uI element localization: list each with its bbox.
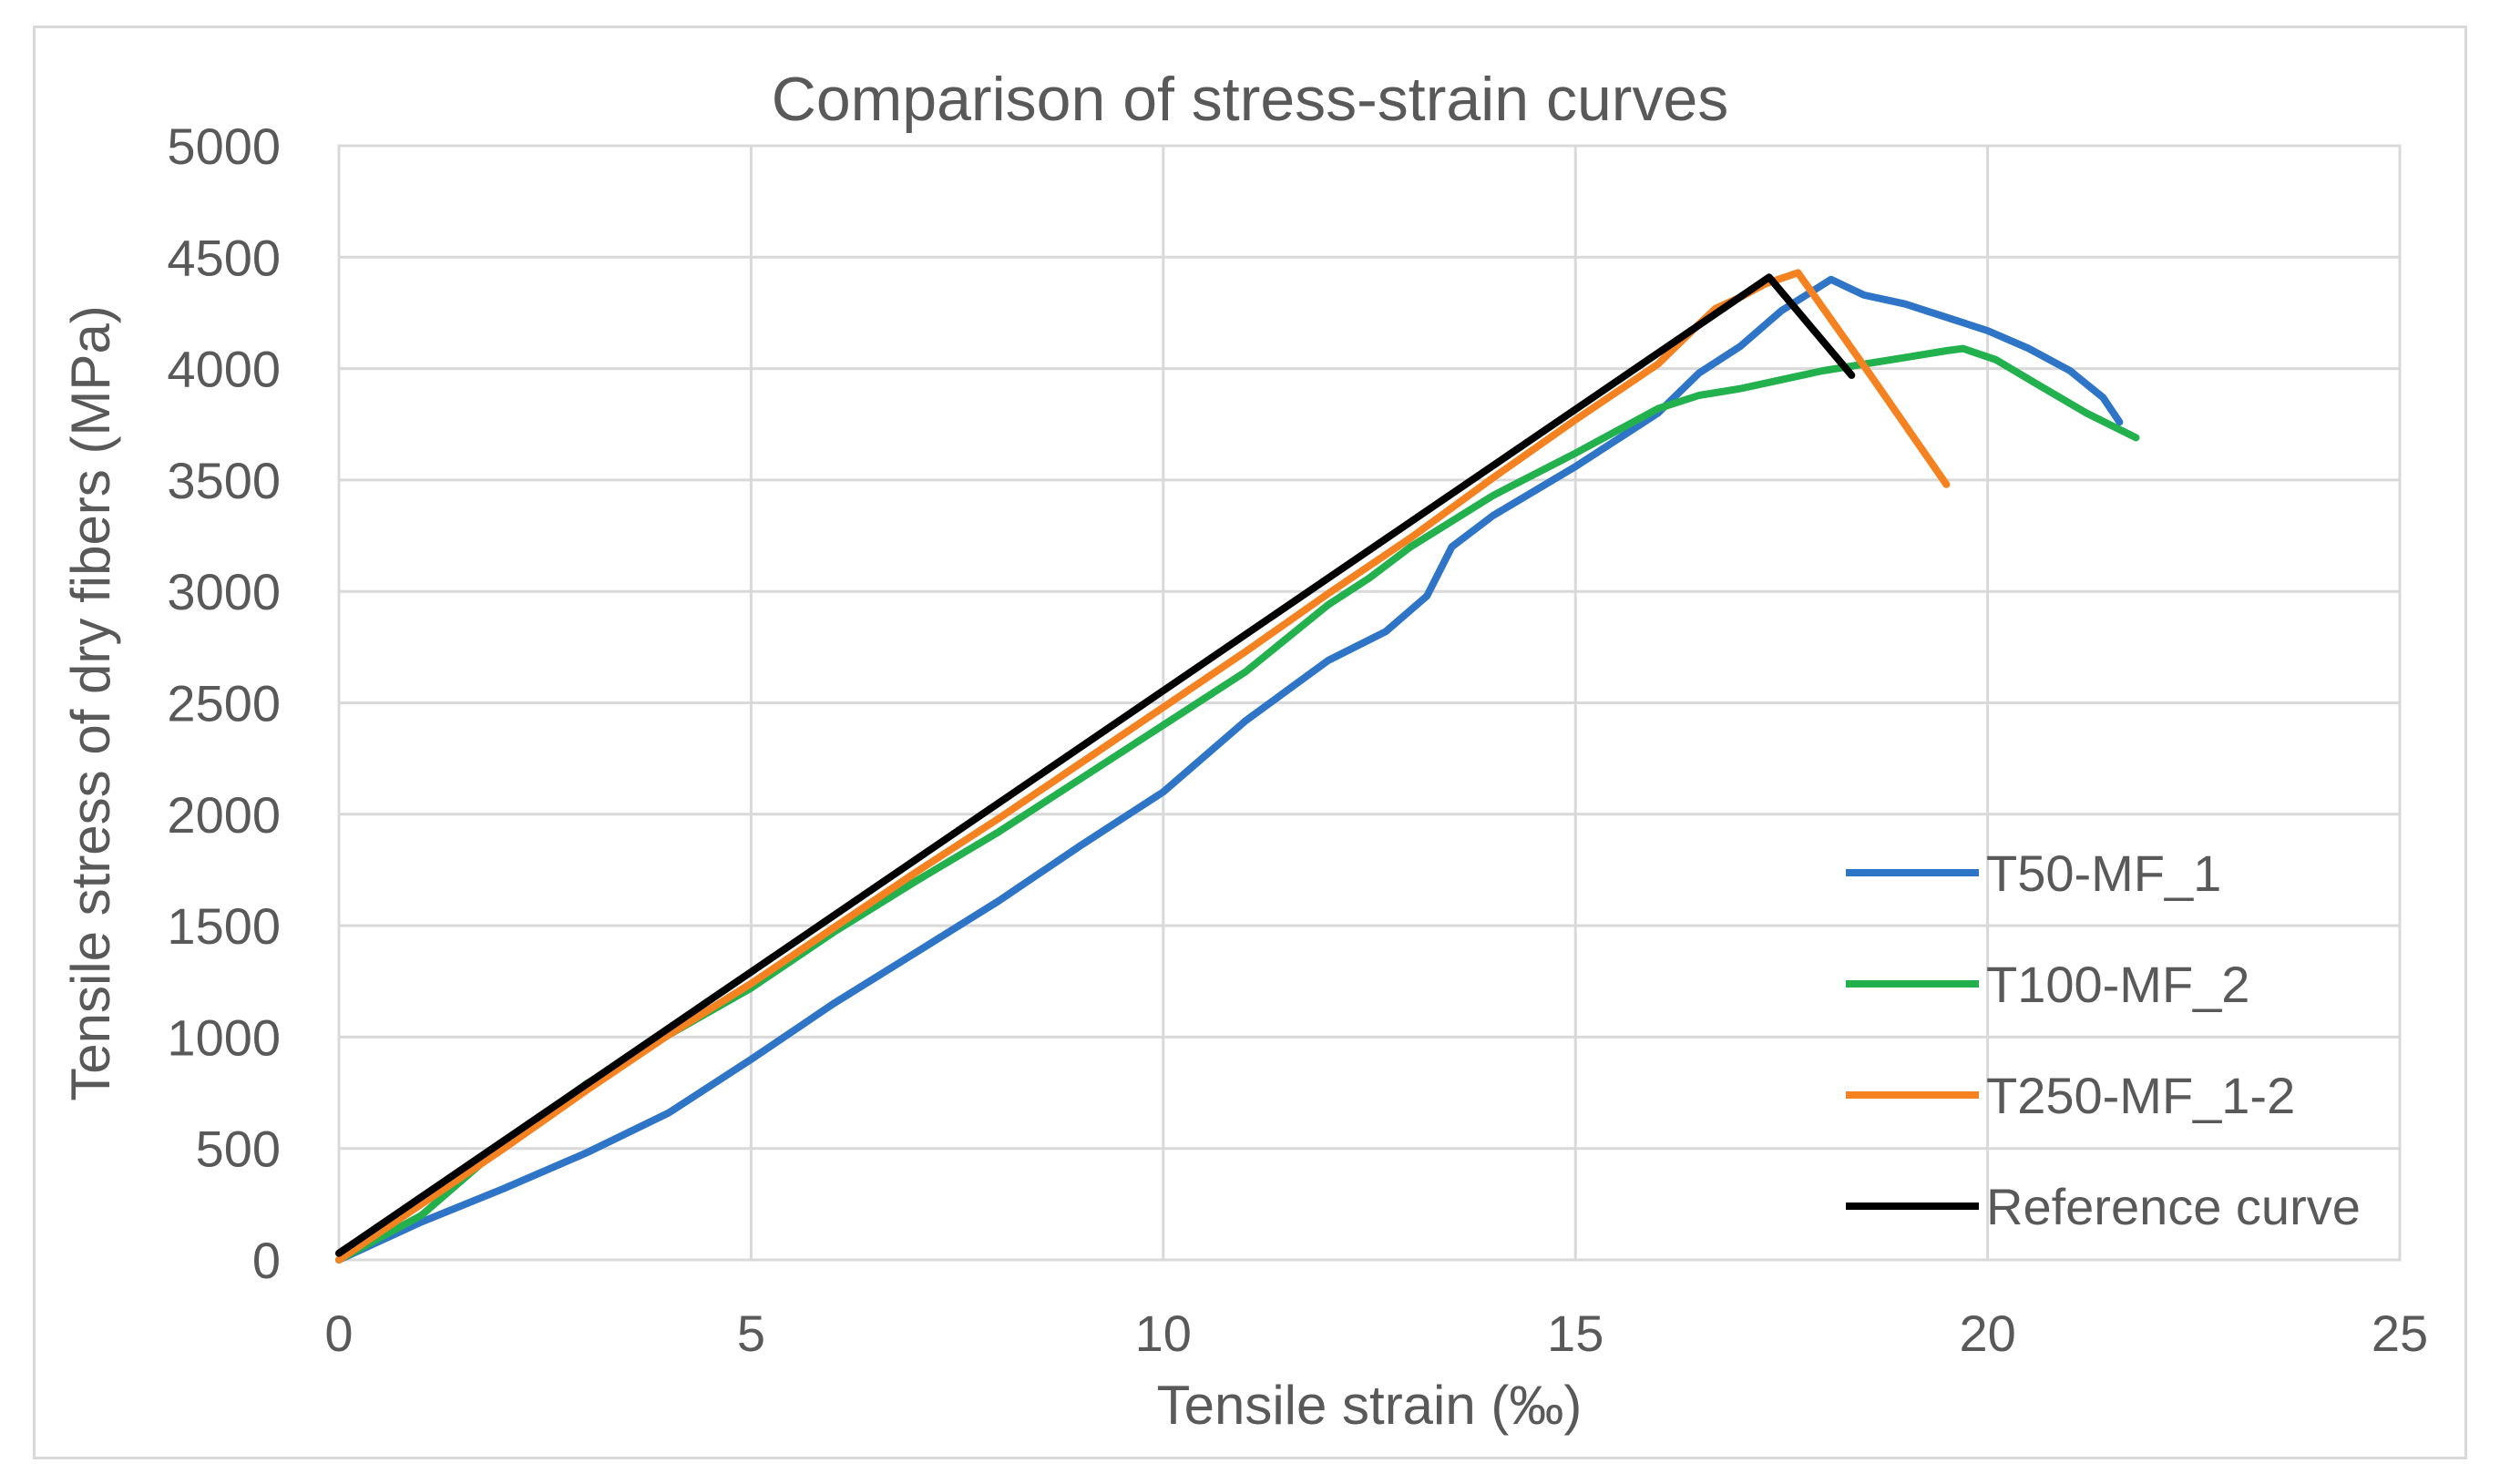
y-tick-label: 500 — [196, 1121, 281, 1178]
y-tick-label: 3500 — [167, 452, 281, 509]
x-axis-label: Tensile strain (‰) — [1157, 1375, 1583, 1436]
x-tick-label: 0 — [324, 1305, 353, 1362]
legend-label: T250-MF_1-2 — [1986, 1067, 2295, 1124]
series-line-2 — [335, 344, 2140, 1264]
y-tick-label: 2500 — [167, 675, 281, 732]
series-line-4 — [335, 273, 1856, 1257]
y-axis-label: Tensile stress of dry fibers (MPa) — [60, 305, 121, 1101]
y-tick-label: 5000 — [167, 118, 281, 175]
y-tick-label: 1500 — [167, 897, 281, 955]
series-group — [335, 269, 2140, 1264]
y-tick-label: 1000 — [167, 1008, 281, 1066]
x-tick-label: 5 — [737, 1305, 765, 1362]
legend-label: Reference curve — [1986, 1178, 2361, 1235]
chart-frame — [33, 26, 2467, 1459]
x-tick-label: 15 — [1547, 1305, 1603, 1362]
y-axis-ticks: 0 500 1000 1500 2000 2500 3000 3500 4000 4500 5000 — [167, 118, 281, 1289]
legend: T50-MF_1 T100-MF_2 T250-MF_1-2 Reference cu… — [1846, 844, 2361, 1235]
y-tick-label: 4000 — [167, 341, 281, 398]
x-axis-ticks: 0 5 10 15 20 25 — [324, 1305, 2428, 1362]
legend-label: T100-MF_2 — [1986, 956, 2249, 1013]
x-tick-label: 25 — [2372, 1305, 2428, 1362]
series-line-1 — [335, 275, 2124, 1264]
y-tick-label: 3000 — [167, 563, 281, 620]
plot-area-border — [337, 144, 2402, 1262]
y-tick-label: 0 — [252, 1232, 281, 1289]
y-tick-label: 2000 — [167, 786, 281, 844]
y-tick-label: 4500 — [167, 229, 281, 286]
x-tick-label: 20 — [1959, 1305, 2015, 1362]
legend-label: T50-MF_1 — [1986, 844, 2221, 902]
series-line-3 — [335, 269, 1951, 1264]
x-tick-label: 10 — [1135, 1305, 1192, 1362]
chart-title: Comparison of stress-strain curves — [772, 65, 1729, 134]
